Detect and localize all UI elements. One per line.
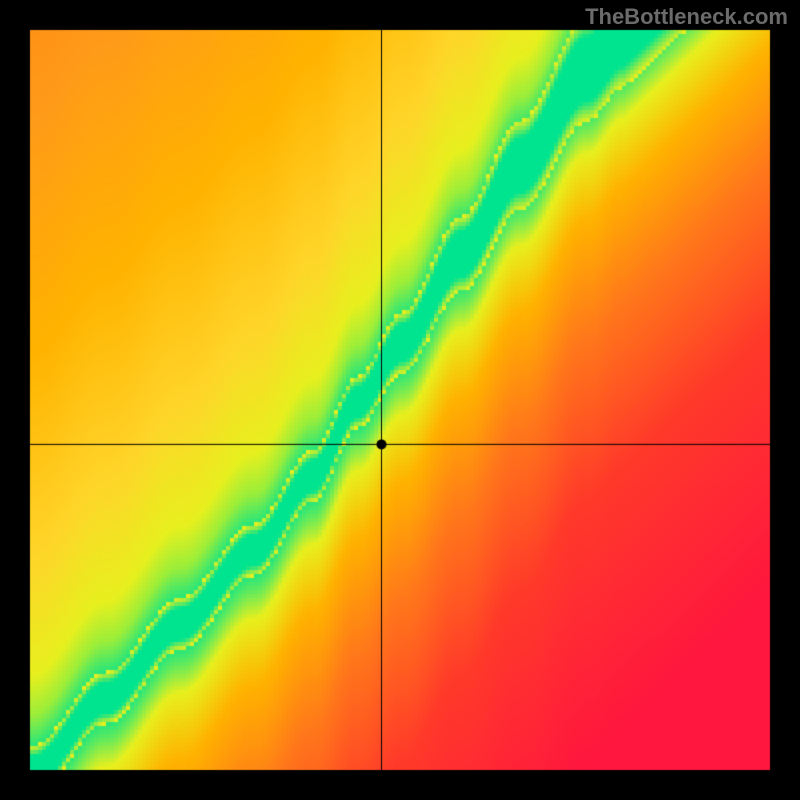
- watermark-text: TheBottleneck.com: [585, 4, 788, 30]
- plot-container: TheBottleneck.com: [0, 0, 800, 800]
- heatmap-canvas: [0, 0, 800, 800]
